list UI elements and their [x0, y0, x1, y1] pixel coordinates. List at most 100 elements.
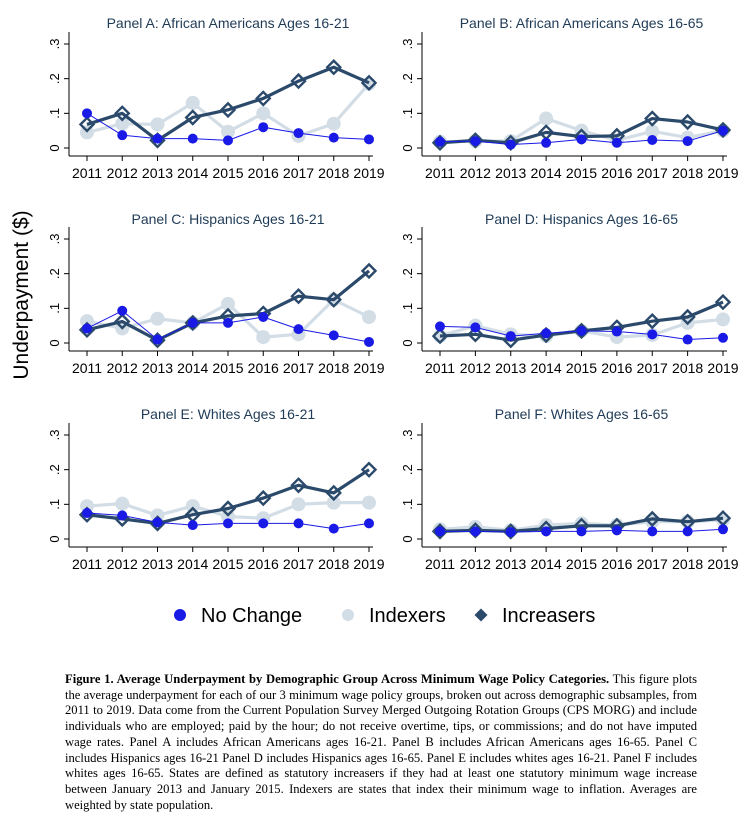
y-tick-label: .2 — [400, 464, 415, 475]
point-no-change — [647, 329, 658, 340]
x-tick-label: 2015 — [566, 165, 597, 181]
point-no-change — [576, 134, 587, 145]
x-tick-label: 2019 — [353, 360, 384, 376]
y-tick-label: .2 — [400, 268, 415, 279]
x-tick-label: 2015 — [566, 556, 597, 572]
point-no-change — [258, 312, 269, 322]
x-tick-label: 2016 — [601, 556, 632, 572]
point-no-change — [258, 518, 269, 529]
point-no-change — [187, 317, 198, 328]
point-indexers — [115, 116, 130, 131]
x-tick-label: 2018 — [672, 360, 703, 376]
x-tick-label: 2015 — [212, 556, 243, 572]
point-no-change — [435, 136, 445, 147]
y-tick-label: 0 — [400, 144, 415, 151]
x-tick-label: 2011 — [425, 360, 455, 376]
y-tick-label: 0 — [47, 535, 62, 542]
point-no-change — [611, 137, 622, 148]
point-no-change — [541, 526, 552, 537]
series-line-increasers — [439, 516, 724, 533]
point-indexers — [150, 117, 165, 132]
point-increasers — [431, 327, 449, 345]
x-tick-label: 2011 — [425, 556, 455, 572]
x-tick-label: 2013 — [142, 556, 173, 572]
x-tick-label: 2019 — [707, 556, 738, 572]
point-increasers — [360, 262, 378, 280]
series-line-increasers — [86, 65, 370, 142]
point-increasers — [644, 510, 661, 528]
point-no-change — [576, 526, 587, 537]
series-line-increasers — [86, 269, 371, 342]
x-tick-label: 2014 — [531, 360, 562, 376]
point-no-change — [541, 137, 552, 148]
caption-body: This figure plots the average underpayme… — [65, 672, 698, 812]
x-tick-label: 2013 — [495, 556, 526, 572]
point-increasers — [467, 522, 484, 539]
y-tick-label: .3 — [400, 39, 415, 50]
point-no-change — [435, 526, 445, 537]
x-tick-label: 2012 — [460, 360, 491, 376]
y-tick-label: .1 — [47, 499, 62, 510]
point-no-change — [364, 336, 374, 347]
y-tick-label: .2 — [47, 464, 62, 475]
point-increasers — [290, 477, 307, 494]
panel-d: Panel D: Hispanics Ages 16-65 0 .1 .2 .3 2011… — [400, 211, 739, 376]
panel-title: Panel B: African Americans Ages 16-65 — [460, 15, 704, 31]
panel-title: Panel F: Whites Ages 16-65 — [495, 406, 669, 422]
x-tick-label: 2012 — [107, 165, 138, 181]
point-no-change — [541, 328, 552, 339]
y-tick-label: .3 — [47, 430, 62, 441]
point-increasers — [290, 72, 307, 90]
panel-b: Panel B: African Americans Ages 16-65 0 .1… — [400, 15, 739, 181]
x-tick-label: 2013 — [495, 165, 526, 181]
caption-title: Figure 1. Average Underpayment by Demogr… — [65, 672, 610, 686]
x-tick-label: 2017 — [283, 165, 314, 181]
point-no-change — [364, 134, 374, 145]
point-indexers — [221, 124, 235, 139]
y-tick-label: 0 — [47, 339, 62, 346]
point-no-change — [364, 518, 374, 529]
y-tick-label: .2 — [400, 73, 415, 84]
point-no-change — [328, 523, 339, 534]
point-no-change — [435, 321, 445, 332]
point-no-change — [223, 518, 233, 529]
point-increasers — [502, 523, 519, 540]
point-no-change — [505, 331, 516, 342]
point-indexers — [362, 310, 376, 324]
point-indexers — [362, 495, 376, 510]
y-tick-label: 0 — [400, 535, 415, 542]
x-tick-label: 2014 — [531, 165, 562, 181]
point-indexers — [256, 330, 271, 345]
point-increasers — [360, 461, 378, 478]
point-increasers — [467, 326, 484, 343]
legend-marker-indexers — [342, 609, 354, 621]
x-tick-label: 2015 — [566, 360, 597, 376]
legend-label-increasers: Increasers — [502, 605, 595, 627]
x-tick-label: 2016 — [248, 165, 279, 181]
point-indexers — [185, 95, 200, 110]
y-tick-label: .1 — [400, 499, 415, 510]
x-tick-label: 2018 — [318, 360, 349, 376]
x-tick-label: 2016 — [248, 360, 279, 376]
point-no-change — [647, 526, 658, 537]
x-tick-label: 2017 — [283, 556, 314, 572]
point-increasers — [714, 121, 732, 139]
point-no-change — [576, 325, 587, 336]
y-tick-label: .3 — [47, 39, 62, 50]
point-no-change — [682, 526, 693, 537]
x-tick-label: 2012 — [107, 556, 138, 572]
legend-marker-no-change — [174, 609, 186, 621]
panel-title: Panel D: Hispanics Ages 16-65 — [485, 211, 678, 227]
point-indexers — [291, 497, 306, 512]
point-no-change — [152, 517, 163, 528]
point-no-change — [293, 128, 304, 139]
point-no-change — [682, 334, 693, 345]
point-no-change — [117, 510, 128, 521]
point-increasers — [325, 59, 342, 76]
point-indexers — [645, 124, 660, 139]
point-no-change — [152, 133, 163, 144]
point-indexers — [326, 495, 341, 510]
y-tick-label: .3 — [47, 234, 62, 245]
point-no-change — [718, 524, 728, 535]
